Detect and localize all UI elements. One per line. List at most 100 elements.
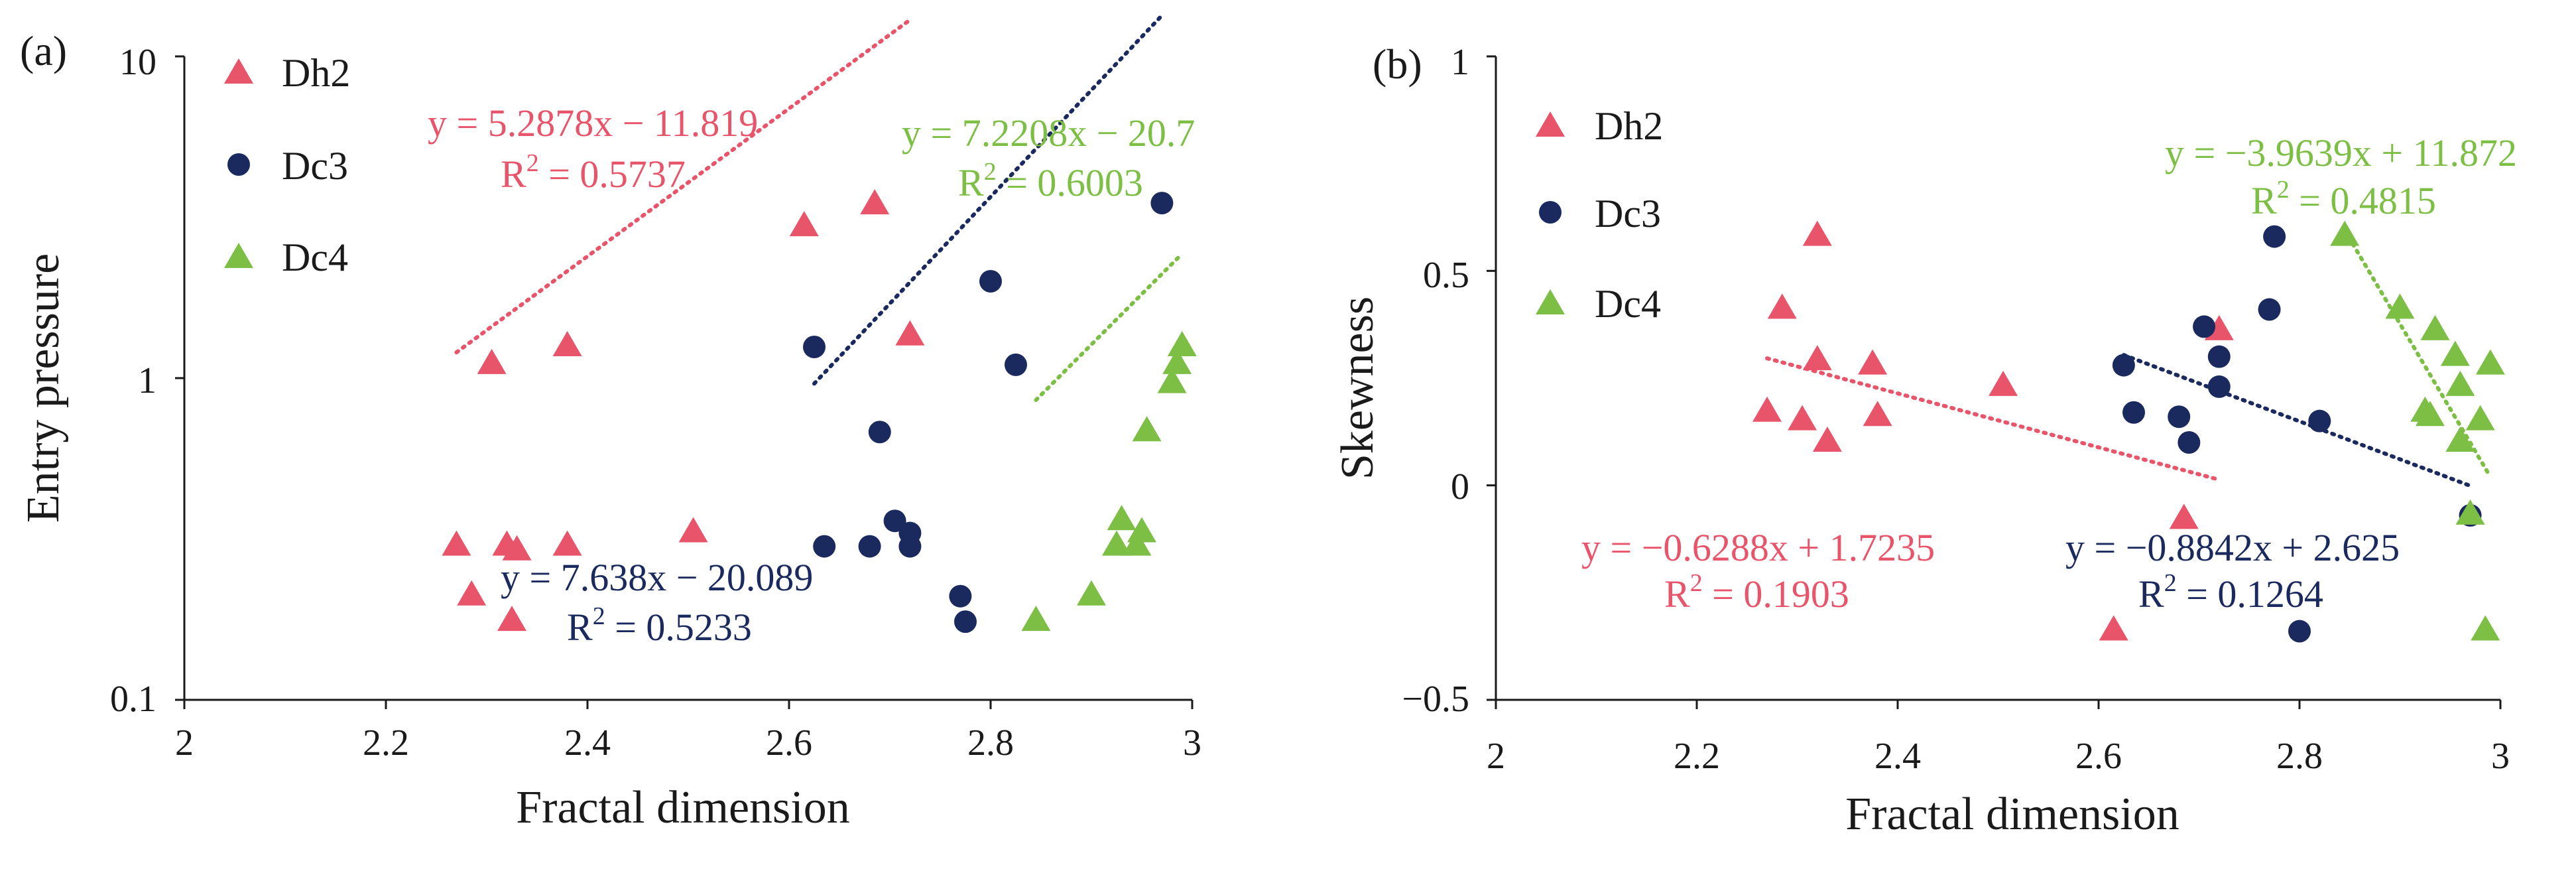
point-dc4 [1102, 530, 1131, 556]
point-dc4 [2440, 340, 2470, 366]
point-dc3 [2168, 405, 2191, 429]
point-dc4 [2415, 401, 2445, 427]
point-dc3 [883, 509, 906, 533]
point-dc4 [2330, 220, 2360, 246]
legend-marker-dc4 [224, 243, 253, 268]
ticks-a: 2 2.2 2.4 2.6 2.8 3 0.1 1 10 [110, 42, 1201, 764]
point-dc4 [1122, 530, 1152, 556]
point-dh2 [1802, 345, 1832, 371]
equations-a: y = 5.2878x − 11.819 R2 = 0.5737 y = 7.2… [428, 101, 1195, 649]
x-tick-label: 2.4 [564, 722, 611, 764]
trendline-dc4 [1034, 251, 1184, 402]
r2-dc3: R2 = 0.5233 [567, 602, 752, 649]
trendline-dh2 [454, 18, 912, 355]
equation-dh2: y = −0.6288x + 1.7235 [1581, 526, 1935, 569]
point-dc3 [2122, 401, 2146, 424]
plot-area-b [1487, 55, 2505, 709]
r2-dc4: R2 = 0.6003 [958, 158, 1143, 204]
point-dc4 [2420, 314, 2450, 340]
x-tick-label: 2.2 [1674, 736, 1720, 777]
point-dh2 [1863, 401, 1892, 427]
point-dh2 [1812, 427, 1842, 452]
legend-a: Dh2 Dc3 Dc4 [224, 51, 350, 279]
panel-label-a: (a) [20, 27, 67, 74]
point-dc3 [1005, 353, 1027, 376]
point-dc3 [2308, 409, 2331, 433]
panel-b-skewness: (b) Skewness Fractal dimension 2 2.2 2.4… [1332, 40, 2517, 840]
plot-area-a [175, 13, 1197, 709]
equation-dc3: y = 7.638x − 20.089 [501, 556, 813, 599]
legend-label-dh2: Dh2 [282, 51, 350, 95]
legend-label-dc4: Dc4 [282, 235, 348, 279]
legend-marker-dh2 [1536, 111, 1565, 137]
point-dc3 [858, 535, 881, 558]
point-dh2 [1858, 349, 1888, 375]
point-dh2 [457, 580, 487, 606]
point-dh2 [2099, 615, 2128, 641]
legend-label-dc3: Dc3 [1595, 192, 1661, 235]
point-dc3 [2112, 354, 2135, 377]
legend-marker-dc3 [1539, 201, 1562, 224]
y-tick-label: 0 [1451, 466, 1469, 507]
trendline-dc3 [2121, 353, 2473, 488]
legend-marker-dh2 [224, 58, 253, 84]
point-dc4 [2465, 405, 2495, 431]
legend-marker-dc4 [1536, 289, 1565, 314]
x-tick-label: 2.6 [2075, 736, 2122, 777]
point-dc3 [868, 421, 891, 444]
x-tick-label: 2.8 [2276, 736, 2323, 777]
equation-dh2: y = 5.2878x − 11.819 [428, 101, 758, 145]
ticks-b: 2 2.2 2.4 2.6 2.8 3 −0.5 0 0.5 1 [1402, 42, 2510, 777]
point-dh2 [552, 330, 582, 356]
x-tick-label: 2 [1487, 736, 1505, 777]
point-dc4 [1107, 505, 1136, 531]
point-dh2 [678, 517, 708, 543]
x-tick-label: 2.8 [967, 722, 1014, 764]
legend-label-dc3: Dc3 [282, 144, 348, 188]
point-dc4 [2385, 293, 2415, 319]
y-tick-label: −0.5 [1402, 679, 1469, 720]
point-dc3 [979, 270, 1002, 293]
point-dc4 [2445, 370, 2475, 396]
point-dc3 [2288, 620, 2311, 643]
point-dh2 [1752, 396, 1782, 422]
r2-dh2: R2 = 0.1903 [1664, 569, 1849, 616]
point-dc4 [1132, 416, 1162, 442]
point-dh2 [477, 348, 507, 374]
x-tick-label: 2.2 [363, 722, 409, 764]
trendline-dc3 [812, 13, 1164, 386]
point-dh2 [860, 189, 890, 215]
x-tick-label: 3 [2491, 736, 2510, 777]
legend-b: Dh2 Dc3 Dc4 [1536, 104, 1663, 326]
point-dh2 [789, 211, 819, 237]
y-axis-title-a: Entry pressure [18, 253, 69, 523]
equation-dc4: y = 7.2208x − 20.7 [902, 111, 1195, 155]
equations-b: y = −3.9639x + 11.872 R2 = 0.4815 y = −0… [1581, 131, 2517, 616]
y-tick-label: 1 [138, 360, 156, 401]
point-dc3 [2258, 298, 2281, 321]
trendline-dc4 [2343, 228, 2492, 479]
legend-label-dh2: Dh2 [1595, 104, 1663, 148]
x-axis-title-b: Fractal dimension [1845, 789, 2179, 840]
point-dc3 [803, 335, 826, 358]
equation-dc3: y = −0.8842x + 2.625 [2065, 526, 2400, 569]
point-dc4 [1157, 368, 1187, 393]
point-dh2 [1989, 370, 2018, 396]
point-dh2 [497, 606, 526, 632]
point-dc3 [813, 535, 836, 558]
point-dc3 [954, 610, 977, 634]
point-dh2 [895, 320, 925, 346]
point-dh2 [1802, 220, 1832, 246]
x-tick-label: 3 [1183, 722, 1201, 764]
point-dc3 [2207, 345, 2231, 368]
point-dh2 [502, 535, 532, 561]
trendline-dh2 [1765, 356, 2221, 482]
point-dc3 [2177, 431, 2201, 454]
r2-dh2: R2 = 0.5737 [501, 149, 686, 196]
point-dc4 [2471, 615, 2500, 641]
r2-dc4: R2 = 0.4815 [2251, 176, 2436, 222]
point-dc4 [1021, 606, 1051, 632]
point-dh2 [1767, 293, 1797, 319]
y-axis-title-b: Skewness [1332, 297, 1383, 480]
